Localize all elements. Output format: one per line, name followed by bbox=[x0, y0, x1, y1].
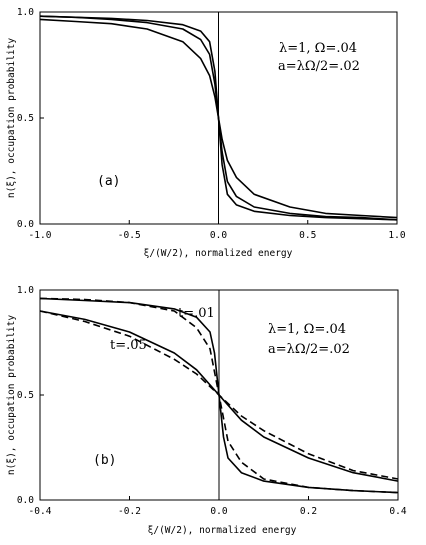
annotation-b-2: a=λΩ/2=.02 bbox=[268, 342, 350, 357]
x-tick-label: 0.2 bbox=[300, 506, 317, 517]
x-tick-label: 0.5 bbox=[299, 230, 316, 241]
x-tick-label: 1.0 bbox=[388, 230, 405, 241]
y-tick-label: 0.5 bbox=[17, 113, 34, 124]
series-line-3 bbox=[39, 18, 398, 219]
y-axis-label-b: n(ξ), occupation probability bbox=[6, 315, 17, 475]
x-tick-label: 0.0 bbox=[210, 506, 227, 517]
y-tick-label: 0.0 bbox=[17, 495, 34, 506]
x-tick-label: -0.2 bbox=[118, 506, 141, 517]
y-axis-label-a: n(ξ), occupation probability bbox=[6, 38, 17, 198]
y-tick-label: 0.0 bbox=[17, 219, 34, 230]
chart-panel-b: -0.4 -0.2 0.0 0.2 0.4 0.0 0.5 1.0 (b) λ=1, Ω=.0… bbox=[6, 285, 407, 536]
y-tick-label: 1.0 bbox=[17, 285, 34, 296]
x-tick-label: -0.5 bbox=[118, 230, 141, 241]
panel-label-b: (b) bbox=[93, 453, 116, 468]
series-line-4 bbox=[39, 310, 399, 480]
annotation-b-1: λ=1, Ω=.04 bbox=[268, 322, 346, 337]
panel-label-a: (a) bbox=[97, 174, 120, 189]
x-tick-label: 0.4 bbox=[389, 506, 406, 517]
curve-label-t05: t=.05 bbox=[110, 338, 147, 353]
x-tick-label: -1.0 bbox=[29, 230, 52, 241]
curve-label-t01: t=.01 bbox=[178, 306, 215, 321]
x-tick-label: 0.0 bbox=[210, 230, 227, 241]
chart-panel-a: -1.0 -0.5 0.0 0.5 1.0 0.0 0.5 1.0 (a) λ=1, Ω=.0… bbox=[6, 7, 406, 259]
y-tick-label: 1.0 bbox=[17, 7, 34, 18]
annotation-a-2: a=λΩ/2=.02 bbox=[278, 59, 360, 74]
x-axis-label-a: ξ/(W/2), normalized energy bbox=[144, 248, 293, 259]
x-axis-label-b: ξ/(W/2), normalized energy bbox=[148, 525, 297, 536]
annotation-a-1: λ=1, Ω=.04 bbox=[279, 41, 357, 56]
y-tick-label: 0.5 bbox=[17, 390, 34, 401]
x-tick-label: -0.4 bbox=[29, 506, 52, 517]
